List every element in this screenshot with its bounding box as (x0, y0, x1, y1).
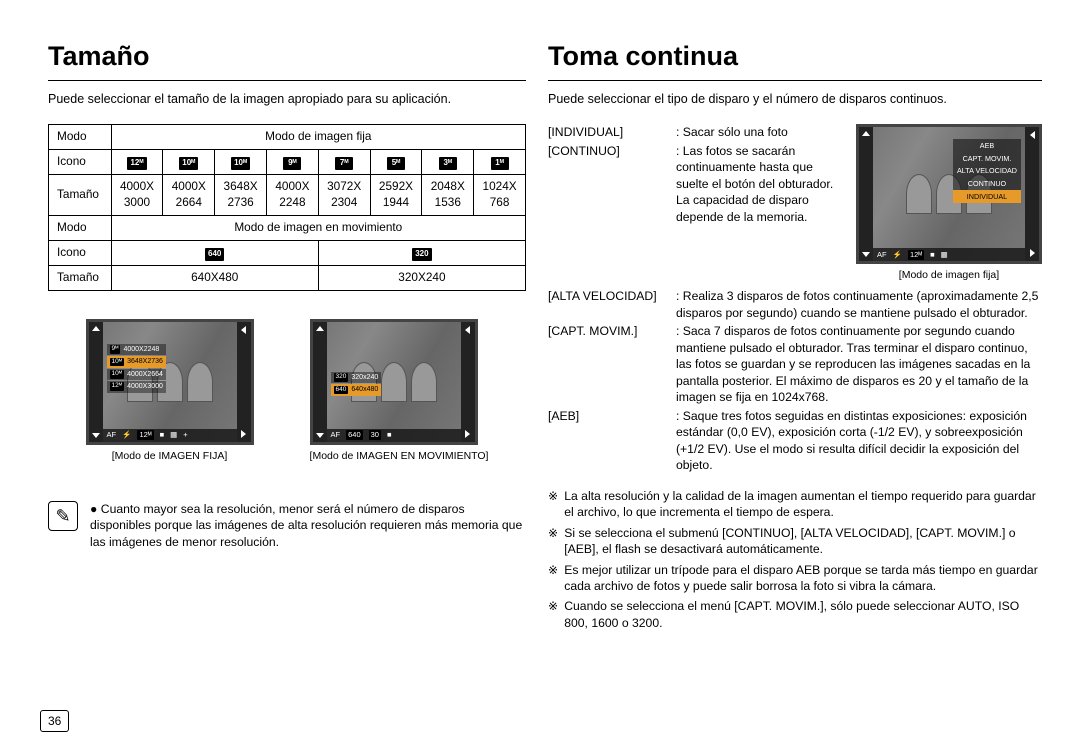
left-title: Tamaño (48, 38, 526, 74)
size-a-0: 4000X 3000 (111, 175, 163, 216)
right-title: Toma continua (548, 38, 1042, 74)
right-rule (548, 80, 1042, 81)
lcd1-bar: AF ⚡ 12ᴹ ■ ▦ + (103, 429, 237, 442)
continuous-defs-rest: [ALTA VELOCIDAD]: Realiza 3 disparos de … (548, 288, 1042, 473)
icon-a-1: 10ᴹ (163, 150, 215, 175)
row-modo-b-value: Modo de imagen en movimiento (111, 216, 525, 241)
page-number: 36 (40, 710, 69, 732)
lcdR-menu: AEB CAPT. MOVIM. ALTA VELOCIDAD CONTINUO… (953, 139, 1021, 203)
right-intro: Puede seleccionar el tipo de disparo y e… (548, 91, 1042, 108)
lcdR-bar: AF ⚡ 12ᴹ ■ ▦ (873, 248, 1025, 261)
size-a-1: 4000X 2664 (163, 175, 215, 216)
size-b-1: 320X240 (318, 265, 525, 290)
note-icon: ✎ (48, 501, 78, 531)
row-modo-a-label: Modo (49, 125, 112, 150)
row-modo-a-value: Modo de imagen fija (111, 125, 525, 150)
icon-a-5: 5ᴹ (370, 150, 422, 175)
lcd2-menu: 320320x240 640640x480 (331, 372, 382, 396)
lcd1-menu: 9ᴹ4000X2248 10ᴹ3648X2736 10ᴹ4000X2664 12… (107, 344, 166, 393)
left-intro: Puede seleccionar el tamaño de la imagen… (48, 91, 526, 108)
icon-a-4: 7ᴹ (318, 150, 370, 175)
icon-a-0: 12ᴹ (111, 150, 163, 175)
size-table: Modo Modo de imagen fija Icono 12ᴹ 10ᴹ 1… (48, 124, 526, 290)
icon-a-6: 3ᴹ (422, 150, 474, 175)
lcdR-caption: [Modo de imagen fija] (856, 268, 1042, 282)
left-rule (48, 80, 526, 81)
icon-a-7: 1ᴹ (474, 150, 526, 175)
icon-b-0: 640 (111, 240, 318, 265)
size-a-7: 1024X 768 (474, 175, 526, 216)
icon-a-2: 10ᴹ (215, 150, 267, 175)
right-bullets: ※La alta resolución y la calidad de la i… (548, 488, 1042, 632)
row-icono-b-label: Icono (49, 240, 112, 265)
row-tamano-b-label: Tamaño (49, 265, 112, 290)
note-text: ● Cuanto mayor sea la resolución, menor … (90, 501, 526, 550)
row-tamano-a-label: Tamaño (49, 175, 112, 216)
lcd-continuous: AEB CAPT. MOVIM. ALTA VELOCIDAD CONTINUO… (856, 124, 1042, 264)
icon-b-1: 320 (318, 240, 525, 265)
size-a-2: 3648X 2736 (215, 175, 267, 216)
lcd1-caption: [Modo de IMAGEN FIJA] (86, 449, 254, 463)
continuous-defs: [INDIVIDUAL]: Sacar sólo una foto [CONTI… (548, 124, 842, 227)
size-b-0: 640X480 (111, 265, 318, 290)
icon-a-3: 9ᴹ (267, 150, 319, 175)
size-a-3: 4000X 2248 (267, 175, 319, 216)
lcd-still-image: 9ᴹ4000X2248 10ᴹ3648X2736 10ᴹ4000X2664 12… (86, 319, 254, 445)
size-a-6: 2048X 1536 (422, 175, 474, 216)
row-icono-a-label: Icono (49, 150, 112, 175)
lcd2-caption: [Modo de IMAGEN EN MOVIMIENTO] (310, 449, 489, 463)
size-a-4: 3072X 2304 (318, 175, 370, 216)
size-a-5: 2592X 1944 (370, 175, 422, 216)
lcd-movie: 320320x240 640640x480 AF 640 30 ■ (310, 319, 478, 445)
row-modo-b-label: Modo (49, 216, 112, 241)
lcd2-bar: AF 640 30 ■ (327, 429, 461, 442)
